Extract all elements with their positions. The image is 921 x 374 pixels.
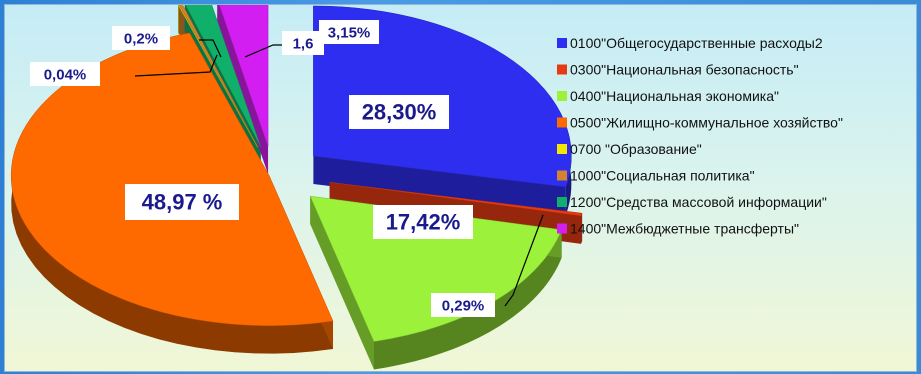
data-label-box (349, 95, 449, 129)
legend-swatch (557, 144, 567, 154)
legend-label: 1000"Социальная политика" (570, 168, 755, 184)
pie-slices (10, 5, 583, 370)
legend: 0100"Общегосударственные расходы2 0300"На… (557, 35, 843, 237)
leader-line (199, 39, 222, 58)
data-labels: 28,30% 0,29% 17,42% 48,97 % 0,04% 0,2% 1,6 3,15… (30, 20, 495, 317)
legend-label: 0300"Национальная безопасность" (570, 62, 799, 78)
legend-label: 0100"Общегосударственные расходы2 (570, 35, 823, 51)
data-label: 28,30% (362, 100, 437, 125)
legend-label: 1200"Средства массовой информации" (570, 194, 827, 210)
pie-chart: 28,30% 0,29% 17,42% 48,97 % 0,04% 0,2% 1,6 3,15… (10, 5, 843, 370)
data-label: 0,04% (44, 66, 87, 83)
data-label-box (125, 184, 239, 220)
leader-line (504, 214, 544, 307)
pie-slice-side (373, 229, 562, 370)
pie-slice (329, 182, 583, 217)
data-label: 17,42% (386, 210, 461, 235)
pie-slice-cut (313, 155, 566, 215)
legend-swatch (557, 170, 567, 181)
legend-swatch (557, 223, 567, 234)
data-label-box (431, 293, 495, 317)
data-label-box (112, 26, 170, 50)
legend-swatch (557, 197, 567, 207)
legend-label: 0500"Жилищно-коммунальное хозяйство" (570, 115, 843, 131)
data-label-box (373, 205, 473, 239)
data-label: 3,15% (328, 24, 371, 41)
legend-label: 0400"Национальная экономика" (570, 88, 779, 104)
pie-slice (179, 5, 259, 148)
data-label: 1,6 (293, 35, 314, 52)
data-label: 0,29% (442, 297, 485, 314)
pie-slice (219, 5, 269, 147)
leader-line (134, 54, 218, 77)
data-label: 0,2% (124, 30, 158, 47)
data-label-box (30, 62, 100, 86)
legend-label: 0700 "Образование" (570, 141, 702, 157)
legend-swatch (557, 91, 567, 101)
legend-swatch (557, 117, 567, 128)
legend-swatch (557, 64, 567, 75)
pie-slice-cut (310, 196, 374, 370)
legend-swatch (557, 38, 567, 48)
chart-panel: 28,30% 0,29% 17,42% 48,97 % 0,04% 0,2% 1,6 3,15… (4, 4, 917, 372)
data-label-box (319, 20, 379, 44)
legend-label: 1400"Межбюджетные трансферты" (570, 221, 799, 237)
data-label: 48,97 % (142, 190, 223, 215)
data-label-box (282, 31, 324, 55)
